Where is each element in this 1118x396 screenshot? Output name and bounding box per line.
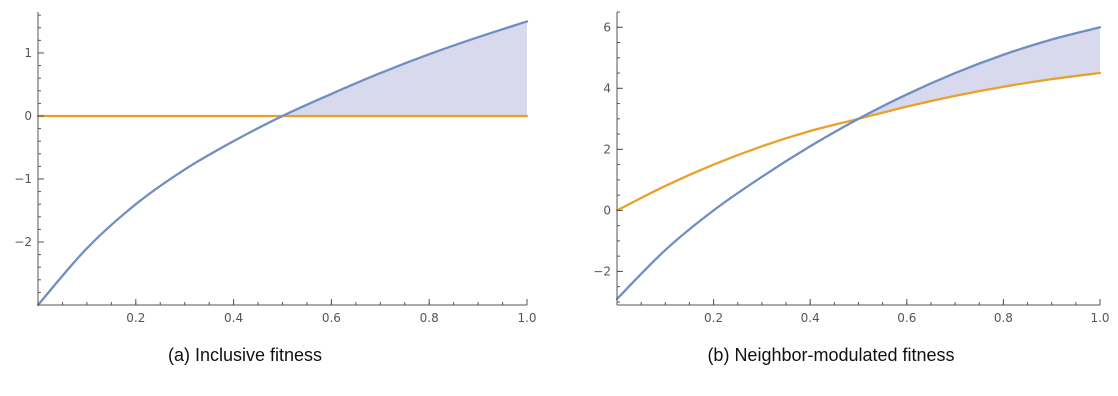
panel-neighbor-modulated-fitness: (b) Neighbor-modulated fitness 0.2 0.4 0.6… xyxy=(593,11,1110,365)
shaded-region xyxy=(858,27,1100,119)
y-tick-label: 4 xyxy=(603,81,611,95)
x-tick-label: 0.6 xyxy=(322,311,341,325)
x-tick-label: 1.0 xyxy=(1090,311,1109,325)
y-tick-label: 2 xyxy=(603,142,611,156)
caption-neighbor-modulated-fitness: (b) Neighbor-modulated fitness xyxy=(707,345,954,365)
y-tick-label: −1 xyxy=(14,172,32,186)
x-tick-label: 0.8 xyxy=(420,311,439,325)
x-tick-label: 0.2 xyxy=(126,311,145,325)
y-tick-label: 1 xyxy=(24,46,32,60)
x-tick-label: 0.8 xyxy=(994,311,1013,325)
series-line-payoff-curve xyxy=(615,26,1102,301)
x-tick-label: 1.0 xyxy=(517,311,536,325)
y-tick-label: 0 xyxy=(24,109,32,123)
plot-area xyxy=(615,26,1102,301)
caption-inclusive-fitness: (a) Inclusive fitness xyxy=(168,345,322,365)
x-tick-label: 0.6 xyxy=(897,311,916,325)
shaded-region xyxy=(282,21,527,116)
y-tick-label: −2 xyxy=(593,264,611,278)
x-tick-label: 0.4 xyxy=(801,311,820,325)
panel-inclusive-fitness: (a) Inclusive fitness 0.2 0.4 0.6 0.8 1.0 −2 −… xyxy=(14,12,537,365)
series-line-payoff-curve xyxy=(36,20,529,307)
y-tick-label: 6 xyxy=(603,20,611,34)
y-tick-label: 0 xyxy=(603,203,611,217)
series-line-reference-curve xyxy=(615,71,1102,212)
x-tick-label: 0.4 xyxy=(224,311,243,325)
y-tick-label: −2 xyxy=(14,235,32,249)
plot-area xyxy=(36,20,529,307)
x-tick-label: 0.2 xyxy=(704,311,723,325)
